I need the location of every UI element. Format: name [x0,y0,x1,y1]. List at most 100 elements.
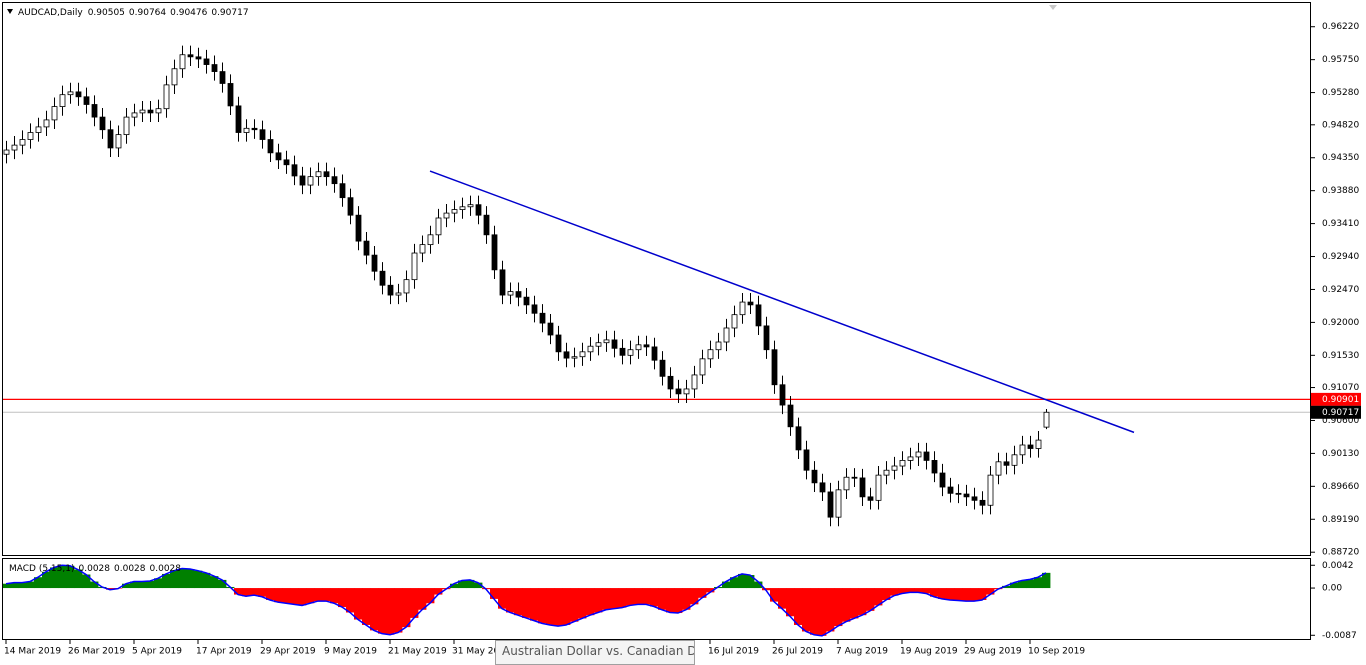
candle-body [779,384,786,406]
candle-body [475,204,482,216]
candle-body [451,209,458,214]
macd-bar [338,588,347,608]
macd-bar [274,588,283,603]
candle-body [611,339,618,349]
macd-bar [1026,579,1035,589]
macd-signal-value: 0.0028 [114,564,146,574]
macd-bar [522,588,531,618]
candle-body [435,217,442,236]
candle-body [139,109,146,114]
macd-bar [962,588,971,602]
trendline [429,170,1135,434]
candle-body [347,197,354,216]
macd-bar [946,588,955,600]
candle-body [155,108,162,114]
header-open: 0.90505 [88,8,125,18]
candle-body [587,345,594,353]
candle-body [227,83,234,107]
x-tick-label: 26 Jul 2019 [772,647,823,657]
candle-body [99,116,106,131]
candle-body [963,493,970,498]
macd-bar [554,588,563,627]
menu-arrow[interactable] [7,9,13,14]
macd-bar [234,588,243,595]
macd-bar [882,588,891,600]
macd-hist-value: 0.0028 [150,564,182,574]
macd-bar [754,581,763,589]
y-tick-label: 0.89190 [1322,515,1359,525]
macd-bar [130,581,139,589]
candle-body [883,469,890,476]
candle-body [939,472,946,488]
candle-body [707,349,714,360]
macd-bar [762,588,771,591]
candle-body [211,64,218,72]
macd-bar [826,588,835,632]
macd-bar [618,588,627,608]
y-tick-label: 0.90600 [1322,416,1359,426]
candle-body [859,477,866,498]
macd-bar [346,588,355,613]
candle-body [643,344,650,348]
macd-bar [466,579,475,589]
candle-body [283,159,290,166]
macd-bar [730,577,739,589]
candle-body [947,486,954,494]
candle-body [635,344,642,351]
macd-bar [786,588,795,617]
macd-bar [682,588,691,610]
level-price-box [1311,392,1361,406]
candle-body [483,214,490,236]
y-tick-label: 0.90130 [1322,449,1359,459]
candle-body [163,84,170,110]
candle-body [1003,461,1010,466]
macd-bar [282,588,291,604]
macd-bar [418,588,427,610]
candle-body [51,106,58,121]
x-tick-label: 26 Mar 2019 [68,647,125,657]
y-tick-label: 0.92000 [1322,318,1359,328]
candle-body [43,119,50,128]
y-tick-label: 0.95280 [1322,88,1359,98]
macd-header: MACD (5,15,1) 0.0028 0.0028 0.0028 [9,564,181,574]
candle-body [755,304,762,327]
candle-body [739,301,746,316]
y-tick-label: 0.91070 [1322,383,1359,393]
candle-body [803,449,810,471]
macd-bar [666,588,675,613]
candle-body [219,71,226,84]
macd-bar [842,588,851,622]
candle-body [715,341,722,351]
candle-body [443,212,450,219]
candle-body [795,426,802,451]
y-tick-label: 0.93880 [1322,186,1359,196]
candle-body [907,456,914,461]
macd-bar [66,565,75,589]
y-tick-label: 0.91530 [1322,351,1359,361]
macd-value: 0.0028 [79,564,111,574]
candle-body [763,325,770,351]
candle-body [467,204,474,208]
candle-body [659,359,666,377]
macd-label: MACD (5,15,1) [9,564,75,574]
candle-body [619,347,626,356]
candle-body [123,116,130,136]
macd-bar [634,588,643,605]
x-tick-label: 5 Apr 2019 [132,647,182,657]
candle-body [675,388,682,395]
main-plot [3,45,1310,527]
x-tick-label: 10 Sep 2019 [1028,647,1085,657]
candle-body [187,54,194,58]
level-price-label: 0.90901 [1322,395,1359,405]
y-tick-label: 0.88720 [1322,548,1359,558]
y-tick-label: 0.92940 [1322,252,1359,262]
candle-body [235,105,242,133]
macd-bar [138,581,147,589]
macd-bar [290,588,299,605]
candle-body [131,112,138,118]
macd-bar [578,588,587,619]
candle-body [83,96,90,105]
macd-bar [626,588,635,606]
x-tick-label: 17 Apr 2019 [196,647,252,657]
